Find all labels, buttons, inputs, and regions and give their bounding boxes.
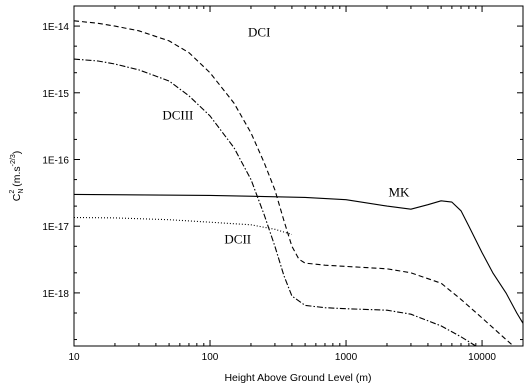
curve-label-dcii: DCII [224, 232, 251, 247]
curve-label-dci: DCI [248, 24, 270, 39]
y-axis-title-main: C [11, 193, 23, 201]
x-tick-label: 1000 [335, 352, 358, 363]
y-axis-title-sup: 2 [9, 190, 16, 194]
y-axis-title-unit: (m.s [11, 166, 23, 189]
y-tick-label: 1E-14 [42, 22, 69, 33]
x-tick-label: 10000 [468, 352, 496, 363]
series-line-dciii [73, 58, 477, 347]
y-tick-label: 1E-16 [42, 155, 69, 166]
y-axis-title-unit-sup: -2/3 [10, 154, 17, 166]
series-line-dci [73, 20, 514, 347]
curve-label-mk: MK [388, 184, 410, 199]
annotation-layer: DCI DCIII MK DCII [162, 24, 410, 246]
x-axis-title: Height Above Ground Level (m) [224, 372, 371, 384]
y-axis-title-group: CN2 (m.s-2/3) [9, 151, 25, 201]
y-axis-title-unit-close: ) [11, 151, 23, 155]
ticks-layer: 10 100 1000 10000 1E-14 1E-15 1E-16 1E-17 1E-18 [42, 5, 524, 363]
curve-label-dciii: DCIII [162, 107, 193, 122]
y-axis-title-sub: N [18, 189, 25, 194]
series-layer [73, 20, 524, 347]
series-line-dcii [73, 216, 293, 236]
series-line-mk [73, 193, 524, 324]
x-tick-label: 10 [68, 352, 80, 363]
plot-frame [73, 5, 524, 347]
y-tick-label: 1E-15 [42, 89, 69, 100]
y-axis-title: CN2 (m.s-2/3) [9, 151, 25, 201]
y-tick-label: 1E-17 [42, 222, 69, 233]
x-tick-label: 100 [202, 352, 219, 363]
y-tick-label: 1E-18 [42, 289, 69, 300]
